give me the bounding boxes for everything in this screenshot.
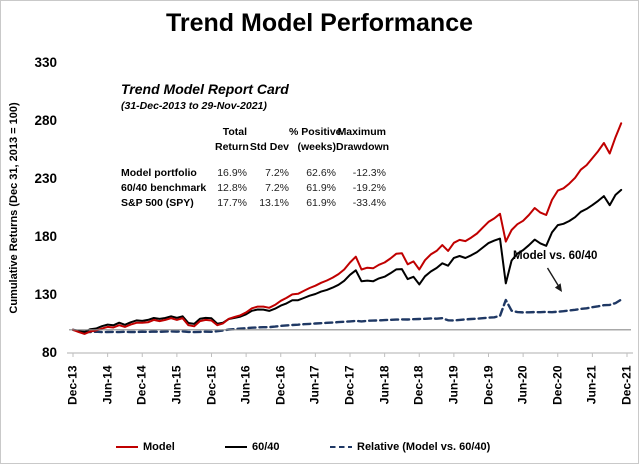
report-card-value: 61.9% <box>306 197 336 209</box>
report-card-value: -12.3% <box>352 167 386 179</box>
y-tick-label: 80 <box>41 345 57 360</box>
report-card-header: Total <box>222 126 247 138</box>
x-tick-label: Dec-14 <box>134 365 149 405</box>
y-axis-title: Cumulative Returns (Dec 31, 2013 = 100) <box>8 102 20 314</box>
legend-item: Relative (Model vs. 60/40) <box>330 440 490 454</box>
report-card-row-label: S&P 500 (SPY) <box>121 197 194 209</box>
report-card-header: Maximum <box>337 126 386 138</box>
legend-label: Model <box>143 441 175 453</box>
report-card-title: Trend Model Report Card <box>121 81 289 97</box>
solid-line-swatch-icon <box>116 445 138 449</box>
legend-label: Relative (Model vs. 60/40) <box>357 441 491 453</box>
report-card-header: % Positive <box>289 126 342 138</box>
y-tick-label: 330 <box>34 55 57 70</box>
dashed-line-swatch-icon <box>330 445 352 449</box>
report-card-corner <box>121 140 215 155</box>
report-card-row-label: Model portfolio <box>121 167 197 179</box>
report-card-header: (weeks) <box>297 141 336 153</box>
legend-item: 60/40 <box>225 440 280 454</box>
report-card-value: 16.9% <box>217 167 247 179</box>
legend-label: 60/40 <box>252 441 280 453</box>
report-card: Trend Model Report Card (31-Dec-2013 to … <box>121 81 390 211</box>
x-tick-label: Jun-17 <box>307 365 322 405</box>
x-tick-label: Jun-19 <box>446 365 461 405</box>
report-card-header: Return <box>215 141 249 153</box>
x-tick-label: Jun-14 <box>100 365 115 405</box>
y-tick-label: 280 <box>34 113 57 128</box>
annotation-label: Model vs. 60/40 <box>513 250 598 262</box>
report-card-value: 7.2% <box>265 182 289 194</box>
report-card-value: 61.9% <box>306 182 336 194</box>
report-card-table: Total % Positive Maximum Return Std Dev (week… <box>121 125 390 211</box>
report-card-corner <box>121 125 215 140</box>
x-tick-label: Jun-18 <box>377 365 392 405</box>
report-card-row-label: 60/40 benchmark <box>121 182 207 194</box>
x-tick-label: Dec-21 <box>619 365 634 405</box>
x-tick-label: Jun-21 <box>584 365 599 405</box>
x-tick-label: Dec-20 <box>550 365 565 405</box>
x-tick-label: Jun-15 <box>169 365 184 405</box>
report-card-value: 13.1% <box>259 197 289 209</box>
report-card-header: Drawdown <box>336 141 390 153</box>
series-line-relative-model-vs-60-40 <box>71 298 623 334</box>
report-card-spacer <box>121 155 386 166</box>
report-card-header: Std Dev <box>249 141 289 153</box>
report-card-value: 62.6% <box>306 167 336 179</box>
report-card-subtitle: (31-Dec-2013 to 29-Nov-2021) <box>121 100 267 112</box>
y-tick-label: 230 <box>34 171 57 186</box>
legend-item: Model <box>116 440 175 454</box>
solid-line-swatch-icon <box>225 445 247 449</box>
x-tick-label: Jun-16 <box>238 365 253 405</box>
legend: Model 60/40 Relative (Model vs. 60/40) <box>1 440 638 456</box>
report-card-value: 17.7% <box>217 197 247 209</box>
report-card-header <box>247 125 289 140</box>
report-card-value: -33.4% <box>352 197 386 209</box>
x-tick-label: Jun-20 <box>515 365 530 405</box>
x-tick-label: Dec-19 <box>481 365 495 405</box>
y-tick-label: 180 <box>34 229 57 244</box>
annotation-arrow <box>546 267 562 292</box>
report-card-value: 12.8% <box>217 182 247 194</box>
report-card-value: 7.2% <box>265 167 289 179</box>
x-tick-label: Dec-15 <box>204 365 218 405</box>
chart-title: Trend Model Performance <box>165 9 474 37</box>
y-tick-label: 130 <box>34 287 57 302</box>
report-card-value: -19.2% <box>352 182 386 194</box>
x-tick-label: Dec-18 <box>411 365 426 405</box>
x-tick-label: Dec-13 <box>65 365 80 405</box>
x-tick-label: Dec-16 <box>273 365 288 405</box>
x-tick-label: Dec-17 <box>342 365 357 405</box>
